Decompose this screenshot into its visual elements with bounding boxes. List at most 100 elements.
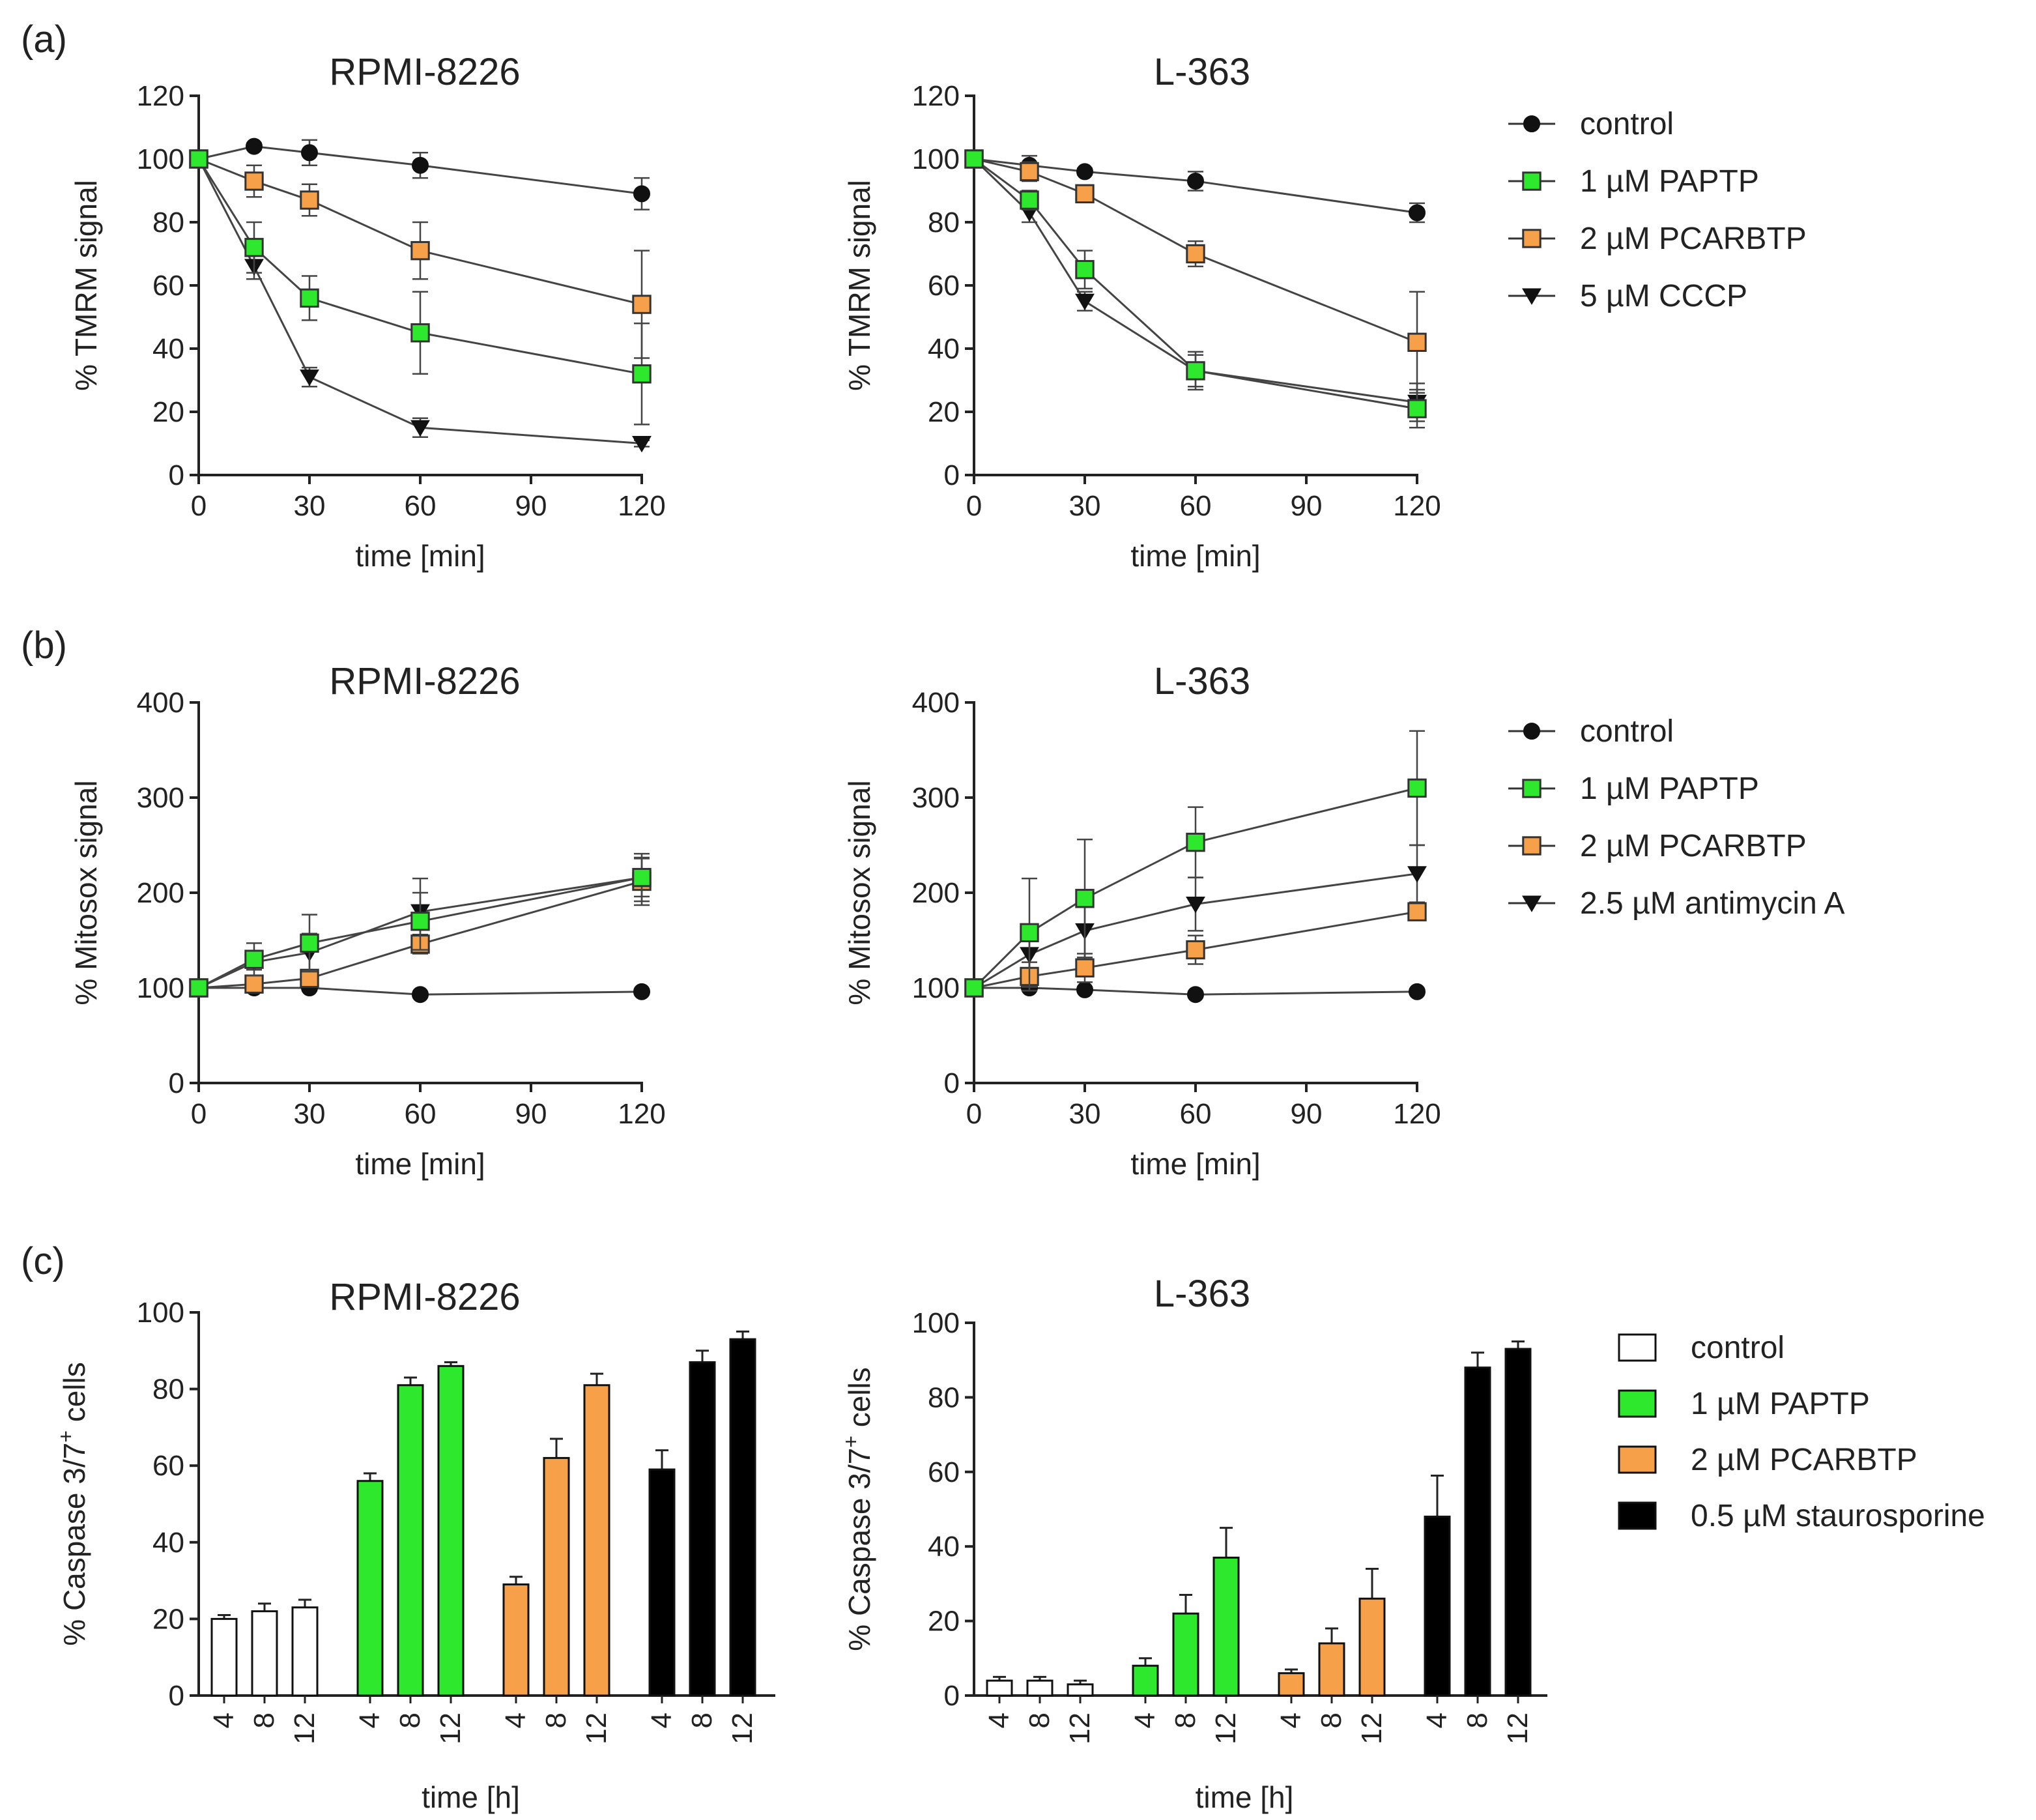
x-tick-label: 12 [435,1712,466,1744]
x-axis-label: time [h] [1196,1780,1294,1814]
y-tick-label: 120 [912,80,960,112]
legend-entry: 2.5 µM antimycin A [1508,886,1844,921]
y-tick-label: 80 [152,1374,184,1406]
y-tick-label: 80 [928,207,960,238]
legend-swatch [1618,1333,1657,1362]
data-point [1407,399,1427,418]
x-axis-label: time [min] [355,539,485,573]
x-tick-label: 12 [289,1712,321,1744]
x-axis-label: time [min] [1130,1147,1260,1181]
legend-marker [1522,288,1541,305]
legend-label: 2 µM PCARBTP [1580,829,1807,863]
y-tick-label: 0 [944,1680,960,1712]
bar [1212,1556,1240,1697]
data-point [1076,981,1093,998]
data-point [1075,889,1095,908]
line-chart-3: L-363 0 100 200 300 400 0 30 60 90 120 time [min] % … [842,660,1441,1181]
legend-2: control 1 µM PAPTP 2 µM PCARBTP 0.5 µM stau… [1618,1331,1985,1533]
chart-title: L-363 [1154,51,1250,93]
y-tick-label: 20 [928,396,960,428]
x-tick-label: 90 [515,490,547,522]
data-point [1407,778,1427,798]
y-tick-label: 100 [912,972,960,1004]
line-chart-2: RPMI-8226 0 100 200 300 400 0 30 60 90 120 time [mi… [69,660,666,1181]
x-tick-label: 8 [1461,1712,1493,1728]
data-point [412,156,429,174]
y-axis-label-suffix: cells [57,1362,91,1430]
data-point [1186,361,1205,381]
data-point [244,974,264,994]
line-chart-1: L-363 0 20 40 60 80 100 120 0 30 60 90 120 time [min]… [842,51,1441,573]
data-point [412,986,429,1004]
data-point [1187,172,1204,190]
x-tick-label: 120 [1393,490,1441,522]
legend-1: control 1 µM PAPTP 2 µM PCARBTP 2.5 µM anti… [1508,714,1844,921]
legend-entry: 2 µM PCARBTP [1508,829,1807,863]
bar [583,1384,610,1697]
chart-title: RPMI-8226 [329,51,520,93]
y-axis-label-suffix: cells [842,1367,876,1436]
y-tick-label: 20 [928,1606,960,1638]
x-tick-label: 0 [191,1098,207,1130]
x-tick-label: 0 [966,490,982,522]
x-axis-label: time [min] [355,1147,485,1181]
bar [543,1456,570,1697]
legend-entry: 0.5 µM staurosporine [1618,1499,1985,1533]
data-point [1020,162,1039,182]
x-tick-label: 8 [1024,1712,1055,1728]
series-1 [964,730,1427,998]
bar-group-0: 4 8 12 [208,1598,321,1744]
data-point [244,171,264,191]
legend-label: 2 µM PCARBTP [1580,222,1807,256]
legend-swatch [1618,1389,1657,1418]
x-tick-label: 60 [405,1098,437,1130]
data-point [1186,832,1205,852]
x-tick-label: 0 [966,1098,982,1130]
chart-title: L-363 [1154,660,1250,702]
y-axis-label-superscript: + [839,1436,863,1448]
data-point [410,912,430,931]
data-point [632,364,652,384]
series-1 [189,852,652,998]
legend-label: 0.5 µM staurosporine [1691,1499,1985,1533]
bar [1318,1642,1345,1697]
x-tick-label: 12 [1356,1712,1388,1744]
x-tick-label: 30 [294,490,326,522]
x-tick-label: 8 [394,1712,426,1728]
legend-marker [1522,229,1541,248]
series-2 [189,149,652,359]
bar [397,1384,424,1697]
legend-label: 1 µM PAPTP [1580,164,1759,199]
legend-entry: 2 µM PCARBTP [1618,1443,1917,1477]
data-point [300,190,319,210]
data-point [1407,332,1427,352]
y-tick-label: 40 [152,333,184,365]
data-point [1075,293,1095,311]
data-point [300,369,319,386]
y-tick-label: 300 [912,782,960,814]
data-point [1187,986,1204,1004]
y-tick-label: 40 [928,1531,960,1563]
y-axis-label: % Mitosox signal [842,780,876,1005]
y-tick-label: 100 [137,143,184,175]
bar [1504,1348,1532,1697]
x-tick-label: 8 [540,1712,572,1728]
legend-label: 2 µM PCARBTP [1691,1443,1917,1477]
y-axis-label-main: % Caspase 3/7 [57,1443,91,1646]
bar-group-3: 4 8 12 [1421,1340,1534,1744]
data-point [300,933,319,953]
x-tick-label: 4 [1129,1712,1161,1728]
legend-label: control [1580,714,1674,749]
x-tick-label: 4 [354,1712,386,1728]
x-tick-label: 4 [1421,1712,1453,1728]
bar [1026,1679,1054,1697]
y-tick-label: 100 [137,972,184,1004]
x-tick-label: 0 [191,490,207,522]
bar [1132,1664,1159,1697]
x-tick-label: 90 [1291,1098,1323,1130]
y-tick-label: 80 [152,207,184,238]
chart-title: RPMI-8226 [329,660,520,702]
y-tick-label: 400 [137,687,184,719]
data-point [964,149,984,169]
